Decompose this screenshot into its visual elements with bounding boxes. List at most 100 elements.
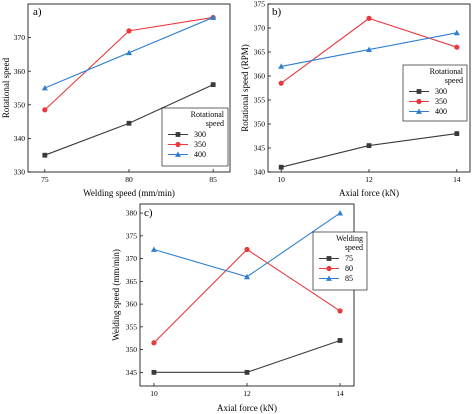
legend-swatch-marker	[326, 256, 332, 261]
legend-entry: 400	[435, 107, 447, 116]
legend-entry: 300	[194, 130, 206, 139]
legend-entry: 350	[435, 97, 447, 106]
y-tick-label: 340	[14, 134, 26, 143]
series-line-300	[281, 133, 457, 168]
data-point-350	[126, 28, 132, 34]
series-line-80	[153, 248, 341, 344]
chart-panel-a: 330 340 350 360 370 75 80 85 Welding speed (mm/m…	[1, 3, 231, 198]
x-tick-label: 14	[453, 175, 461, 184]
data-point-80	[151, 340, 157, 346]
data-point-350	[366, 15, 372, 21]
y-tick-label: 345	[126, 368, 138, 377]
y-tick-label: 330	[14, 168, 26, 177]
legend-entry: 300	[435, 87, 447, 96]
y-tick-label: 360	[14, 67, 26, 76]
y-tick-label: 355	[126, 322, 138, 331]
y-tick-label: 375	[126, 231, 138, 240]
data-point-85	[150, 246, 157, 252]
y-tick-label: 355	[254, 96, 266, 105]
legend-entry: 80	[345, 264, 353, 273]
y-tick-label: 350	[254, 120, 266, 129]
legend-box	[161, 107, 229, 167]
y-tick-label: 360	[254, 72, 266, 81]
data-point-350	[278, 80, 284, 86]
legend-entry: 350	[194, 140, 206, 149]
y-tick-label: 345	[254, 144, 266, 153]
x-tick-label: 85	[209, 175, 217, 184]
x-axis-title: Axial force (kN)	[339, 188, 399, 198]
data-point-85	[337, 210, 344, 216]
chart-panel-b: 340 345 350 355 360 365 370 375 10 12 14 Axial forc…	[240, 0, 471, 198]
x-tick-label: 14	[336, 389, 344, 398]
panel-label: c)	[144, 207, 153, 219]
y-tick-label: 370	[14, 33, 26, 42]
y-tick-label: 370	[254, 24, 266, 33]
data-point-350	[42, 107, 48, 113]
y-tick-label: 350	[126, 345, 138, 354]
data-point-300	[278, 164, 284, 170]
x-tick-label: 12	[365, 175, 373, 184]
data-point-80	[337, 308, 343, 314]
plot-frame	[139, 203, 355, 387]
y-tick-label: 340	[254, 168, 266, 177]
y-tick-label: 365	[126, 277, 138, 286]
chart-panel-c: 345 350 355 360 365 370 375 380 10 12 14 Axial forc…	[111, 203, 368, 413]
data-point-75	[337, 338, 343, 343]
data-point-400	[278, 63, 285, 69]
data-point-85	[244, 273, 250, 280]
y-tick-label: 380	[126, 209, 138, 218]
data-point-300	[454, 131, 460, 136]
x-axis-title: Axial force (kN)	[217, 403, 277, 413]
legend-title: speed	[445, 76, 463, 85]
data-point-350	[454, 44, 460, 50]
y-axis-title: Rotational speed	[1, 57, 11, 118]
legend-swatch-marker	[175, 141, 181, 148]
x-tick-label: 75	[41, 175, 49, 184]
y-tick-label: 370	[126, 254, 138, 263]
legend-swatch-marker	[326, 265, 332, 272]
legend-swatch-marker	[416, 108, 422, 114]
legend-title: speed	[345, 243, 363, 252]
data-point-400	[366, 46, 372, 52]
y-tick-label: 360	[126, 300, 138, 309]
legend-entry: 400	[194, 150, 206, 159]
panel-label: b)	[272, 6, 282, 18]
legend-entry: 85	[345, 274, 353, 283]
x-tick-label: 10	[277, 175, 285, 184]
legend-title: Rotational	[430, 67, 464, 76]
data-point-80	[244, 246, 250, 253]
y-tick-label: 375	[254, 0, 266, 9]
legend-entry: 75	[345, 254, 353, 263]
legend-swatch-marker	[416, 98, 422, 105]
x-axis-title: Welding speed (mm/min)	[83, 188, 175, 198]
y-tick-label: 350	[14, 100, 26, 109]
x-tick-label: 80	[125, 175, 133, 184]
legend-swatch-marker	[326, 275, 332, 281]
data-point-400	[210, 14, 217, 20]
data-point-300	[42, 152, 48, 158]
y-axis-title: Welding speed (mm/min)	[111, 249, 121, 341]
y-tick-label: 365	[254, 48, 266, 57]
data-point-400	[453, 29, 460, 36]
legend-box	[312, 231, 368, 291]
data-point-75	[244, 369, 250, 375]
legend-title: Welding	[336, 234, 363, 243]
data-point-300	[366, 143, 372, 148]
series-line-75	[153, 339, 341, 373]
data-point-400	[126, 49, 132, 56]
series-line-85	[153, 212, 341, 278]
legend-swatch-marker	[175, 132, 181, 137]
x-tick-label: 12	[243, 389, 251, 398]
data-point-400	[41, 85, 48, 91]
y-axis-title: Rotational speed (RPM)	[240, 44, 250, 132]
legend-swatch-marker	[175, 151, 181, 157]
data-point-75	[151, 369, 157, 375]
panel-label: a)	[33, 6, 42, 18]
data-point-300	[126, 120, 132, 126]
legend-title: Rotational	[191, 110, 225, 119]
data-point-300	[210, 82, 216, 88]
legend-swatch-marker	[416, 89, 422, 94]
legend-title: speed	[206, 119, 224, 128]
x-tick-label: 10	[150, 389, 158, 398]
